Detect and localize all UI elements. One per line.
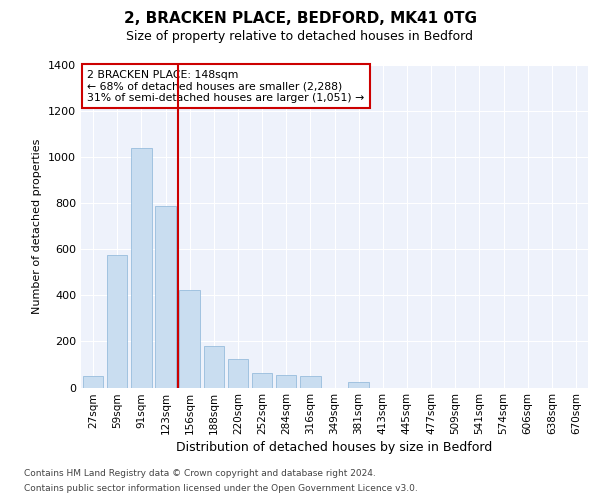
Bar <box>227 358 248 388</box>
Bar <box>252 372 272 388</box>
Bar <box>276 375 296 388</box>
Bar <box>203 346 224 388</box>
Text: Contains public sector information licensed under the Open Government Licence v3: Contains public sector information licen… <box>24 484 418 493</box>
Bar <box>179 290 200 388</box>
Bar <box>300 376 320 388</box>
Bar <box>155 206 176 388</box>
Bar <box>83 376 103 388</box>
Text: 2, BRACKEN PLACE, BEDFORD, MK41 0TG: 2, BRACKEN PLACE, BEDFORD, MK41 0TG <box>124 11 476 26</box>
Bar <box>131 148 152 388</box>
X-axis label: Distribution of detached houses by size in Bedford: Distribution of detached houses by size … <box>176 442 493 454</box>
Y-axis label: Number of detached properties: Number of detached properties <box>32 138 43 314</box>
Text: Contains HM Land Registry data © Crown copyright and database right 2024.: Contains HM Land Registry data © Crown c… <box>24 469 376 478</box>
Text: 2 BRACKEN PLACE: 148sqm
← 68% of detached houses are smaller (2,288)
31% of semi: 2 BRACKEN PLACE: 148sqm ← 68% of detache… <box>87 70 364 103</box>
Text: Size of property relative to detached houses in Bedford: Size of property relative to detached ho… <box>127 30 473 43</box>
Bar <box>349 382 369 388</box>
Bar <box>107 255 127 388</box>
